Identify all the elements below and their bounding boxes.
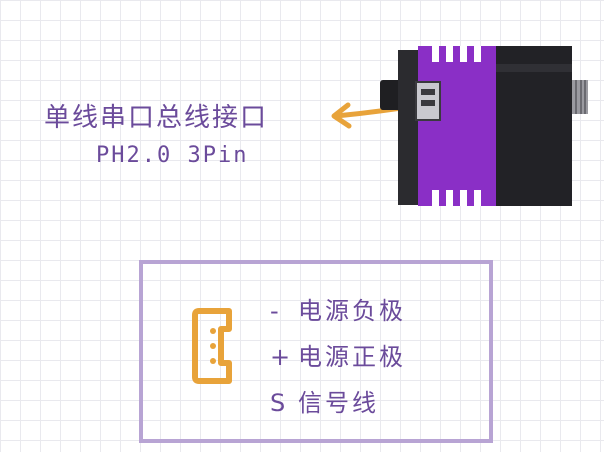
pin-list: - 电源负极 + 电源正极 S 信号线 [270, 288, 406, 426]
connector-icon [192, 308, 232, 384]
pin-row-negative: - 电源负极 [270, 288, 406, 334]
pin-label: 电源负极 [298, 297, 406, 325]
servo-illustration [380, 46, 588, 206]
pin-row-signal: S 信号线 [270, 380, 406, 426]
servo-left-cap [398, 50, 420, 205]
servo-right-body [496, 46, 572, 206]
interface-title: 单线串口总线接口 [44, 103, 269, 133]
pin-symbol: S [270, 389, 289, 417]
servo-purple-body [418, 46, 498, 206]
pin-definition-box [139, 260, 493, 443]
pin-symbol: - [270, 297, 282, 325]
servo-left-shaft [380, 80, 402, 110]
pin-row-positive: + 电源正极 [270, 334, 406, 380]
pin-label: 电源正极 [298, 343, 406, 371]
pin-symbol: + [270, 343, 294, 371]
interface-subtitle: PH2.0 3Pin [96, 143, 249, 168]
pin-label: 信号线 [298, 389, 379, 417]
